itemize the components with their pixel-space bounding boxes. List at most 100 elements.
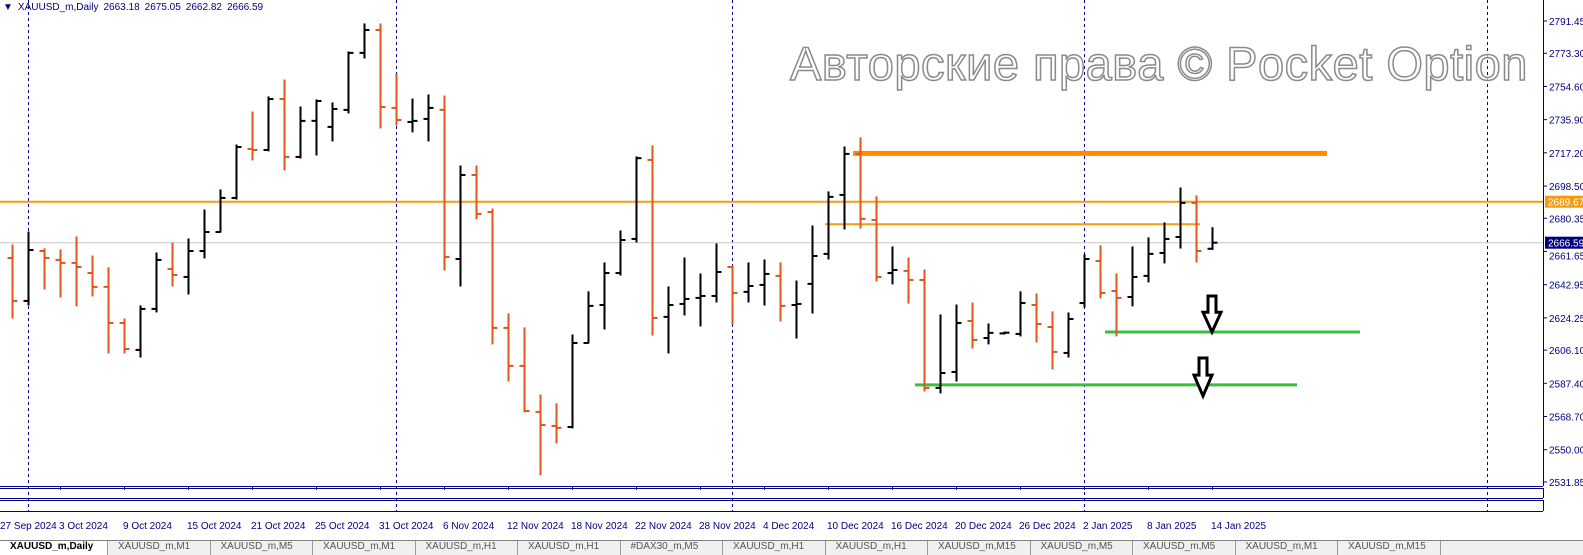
ohlc-bar [647, 145, 658, 336]
chart-tab-bar: XAUUSD_m,Daily XAUUSD_m,M1 XAUUSD_m,M5 XAUU… [0, 540, 1583, 555]
x-tick-label: 16 Dec 2024 [891, 521, 948, 532]
tab-1[interactable]: XAUUSD_m,M1 [108, 541, 211, 555]
watermark: Авторские права © Pocket Option [789, 37, 1528, 91]
ohlc-bar [183, 238, 194, 295]
ohlc-bar [935, 314, 946, 394]
low-value: 2662.82 [185, 2, 222, 13]
tab-5[interactable]: XAUUSD_m,H1 [518, 541, 621, 555]
down-arrow-upper-icon[interactable] [1200, 294, 1224, 336]
tab-11[interactable]: XAUUSD_m,M5 [1133, 541, 1236, 555]
ohlc-bar [743, 262, 754, 303]
tab-8[interactable]: XAUUSD_m,H1 [826, 541, 928, 555]
x-tick-label: 10 Dec 2024 [827, 521, 884, 532]
open-value: 2663.18 [103, 2, 140, 13]
ohlc-bar [503, 313, 514, 382]
x-tick-label: 12 Nov 2024 [507, 521, 564, 532]
y-tick-label: 2661.65 [1549, 252, 1583, 263]
ohlc-bar [343, 51, 354, 114]
x-tick-label: 18 Nov 2024 [571, 521, 628, 532]
ohlc-bar [1063, 312, 1074, 358]
ohlc-bar [871, 196, 882, 282]
ohlc-bar [983, 323, 994, 345]
symbol-label: XAUUSD_m,Daily [17, 2, 99, 13]
x-tick-label: 4 Dec 2024 [763, 521, 815, 532]
ohlc-bar [455, 165, 466, 287]
ohlc-bar [615, 230, 626, 276]
ohlc-bar [439, 95, 450, 271]
triangle-down-icon[interactable]: ▼ [3, 2, 13, 13]
tab-12[interactable]: XAUUSD_m,M1 [1236, 541, 1338, 555]
ohlc-bar [775, 262, 786, 322]
x-tick-label: 2 Jan 2025 [1083, 521, 1133, 532]
ohlc-bar [1175, 187, 1186, 249]
y-tick-label: 2568.70 [1549, 413, 1583, 424]
tab-13[interactable]: XAUUSD_m,M15 [1338, 541, 1441, 555]
ohlc-bar [711, 243, 722, 303]
x-tick-label: 6 Nov 2024 [443, 521, 495, 532]
ohlc-bar [167, 242, 178, 287]
tab-2[interactable]: XAUUSD_m,M5 [211, 541, 313, 555]
ohlc-bar [535, 394, 546, 476]
ohlc-bar [551, 403, 562, 444]
ohlc-bar [791, 280, 802, 339]
tab-0[interactable]: XAUUSD_m,Daily [0, 541, 108, 555]
ohlc-bar [807, 225, 818, 314]
ohlc-bar [1159, 222, 1170, 264]
y-tick-label: 2680.35 [1549, 214, 1583, 225]
x-tick-label: 22 Nov 2024 [635, 521, 692, 532]
ohlc-bar [1207, 227, 1218, 250]
ohlc-bar [823, 191, 834, 260]
x-tick-label: 8 Jan 2025 [1147, 521, 1197, 532]
down-arrow-lower-icon[interactable] [1191, 356, 1215, 400]
y-tick-label: 2531.85 [1549, 478, 1583, 489]
ohlc-bar [855, 137, 866, 229]
x-tick-label: 14 Jan 2025 [1211, 521, 1266, 532]
y-tick-label: 2735.90 [1549, 116, 1583, 127]
ohlc-bar [471, 165, 482, 220]
ohlc-bar [1079, 254, 1090, 308]
ohlc-bar [1143, 237, 1154, 283]
x-tick-label: 31 Oct 2024 [379, 521, 434, 532]
ohlc-bar [951, 304, 962, 382]
x-tick-label: 9 Oct 2024 [123, 521, 172, 532]
ohlc-bar [519, 327, 530, 413]
tab-4[interactable]: XAUUSD_m,H1 [416, 541, 518, 555]
ohlc-bar [1127, 246, 1138, 307]
ohlc-bar [247, 111, 258, 161]
y-tick-label: 2606.10 [1549, 346, 1583, 357]
ohlc-bar [135, 305, 146, 358]
ohlc-bar [887, 246, 898, 285]
level-price-label: 2689.67 [1548, 198, 1583, 209]
ohlc-bar [1031, 293, 1042, 343]
tab-3[interactable]: XAUUSD_m,M1 [313, 541, 416, 555]
ohlc-bar [327, 102, 338, 142]
ohlc-bar [391, 73, 402, 126]
tab-9[interactable]: XAUUSD_m,M15 [928, 541, 1031, 555]
ohlc-bar [839, 146, 850, 230]
ohlc-bar [679, 257, 690, 316]
ohlc-bar [1047, 311, 1058, 370]
ohlc-bar [7, 244, 18, 319]
ohlc-bar [23, 231, 34, 306]
x-tick-label: 15 Oct 2024 [187, 521, 242, 532]
y-tick-label: 2754.60 [1549, 82, 1583, 93]
ohlc-bar [199, 209, 210, 259]
ohlc-bar [1111, 273, 1122, 337]
ohlc-bar [919, 269, 930, 392]
high-value: 2675.05 [144, 2, 181, 13]
ohlc-bar [967, 302, 978, 349]
ohlc-bar [487, 208, 498, 345]
ohlc-bar [359, 23, 370, 59]
tab-10[interactable]: XAUUSD_m,M5 [1031, 541, 1133, 555]
tab-6[interactable]: #DAX30_m,M5 [621, 541, 723, 555]
close-value: 2666.59 [226, 2, 264, 13]
ohlc-bar [567, 334, 578, 429]
y-tick-label: 2773.30 [1549, 49, 1583, 60]
ohlc-bar [119, 318, 130, 354]
ohlc-bar [71, 236, 82, 307]
tab-7[interactable]: XAUUSD_m,H1 [723, 541, 826, 555]
ohlc-bar [39, 248, 50, 290]
ohlc-bar [999, 331, 1010, 335]
y-tick-label: 2550.00 [1549, 446, 1583, 457]
